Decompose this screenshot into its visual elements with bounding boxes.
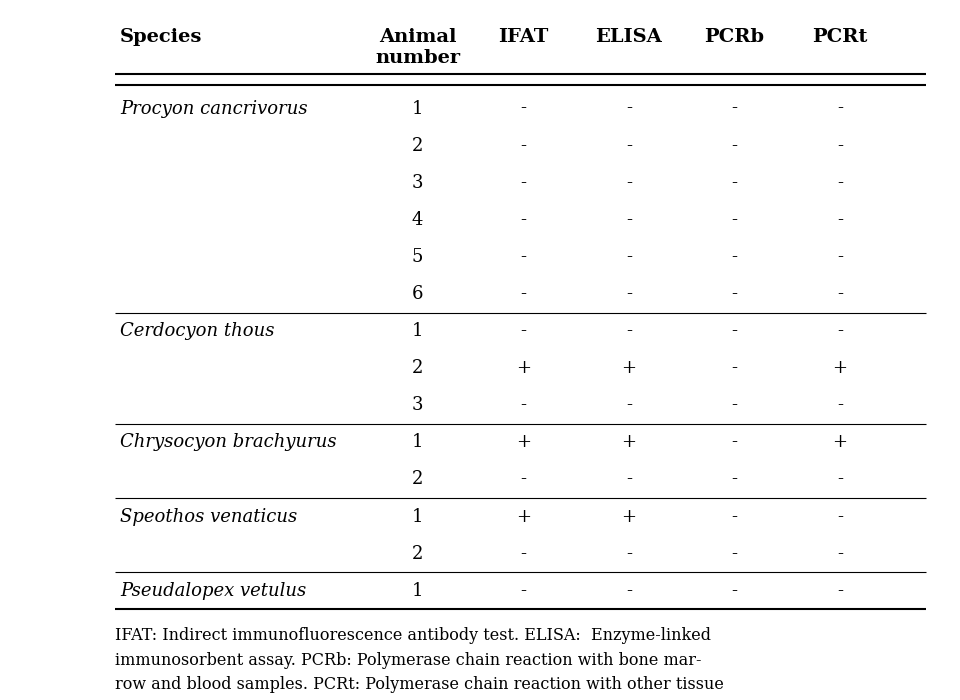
- Text: -: -: [732, 285, 737, 303]
- Text: 1: 1: [412, 433, 423, 452]
- Text: -: -: [732, 433, 737, 452]
- Text: +: +: [832, 359, 848, 377]
- Text: -: -: [626, 211, 632, 229]
- Text: -: -: [626, 396, 632, 414]
- Text: -: -: [837, 211, 843, 229]
- Text: 1: 1: [412, 582, 423, 600]
- Text: 3: 3: [412, 396, 423, 414]
- Text: -: -: [837, 396, 843, 414]
- Text: -: -: [732, 174, 737, 192]
- Text: PCRt: PCRt: [812, 28, 868, 46]
- Text: -: -: [626, 545, 632, 563]
- Text: -: -: [732, 248, 737, 266]
- Text: 2: 2: [412, 359, 423, 377]
- Text: -: -: [626, 470, 632, 489]
- Text: -: -: [732, 359, 737, 377]
- Text: -: -: [732, 136, 737, 155]
- Text: -: -: [837, 136, 843, 155]
- Text: -: -: [520, 211, 526, 229]
- Text: -: -: [520, 322, 526, 340]
- Text: +: +: [621, 359, 636, 377]
- Text: Cerdocyon thous: Cerdocyon thous: [120, 322, 275, 340]
- Text: -: -: [732, 211, 737, 229]
- Text: 2: 2: [412, 470, 423, 489]
- Text: +: +: [621, 508, 636, 526]
- Text: -: -: [520, 248, 526, 266]
- Text: Pseudalopex vetulus: Pseudalopex vetulus: [120, 582, 306, 600]
- Text: 1: 1: [412, 508, 423, 526]
- Text: 4: 4: [412, 211, 423, 229]
- Text: -: -: [837, 99, 843, 118]
- Text: +: +: [516, 359, 531, 377]
- Text: Procyon cancrivorus: Procyon cancrivorus: [120, 99, 307, 118]
- Text: -: -: [626, 285, 632, 303]
- Text: Chrysocyon brachyurus: Chrysocyon brachyurus: [120, 433, 337, 452]
- Text: +: +: [516, 508, 531, 526]
- Text: 2: 2: [412, 545, 423, 563]
- Text: -: -: [520, 396, 526, 414]
- Text: 1: 1: [412, 322, 423, 340]
- Text: Species: Species: [120, 28, 203, 46]
- Text: -: -: [837, 470, 843, 489]
- Text: -: -: [520, 174, 526, 192]
- Text: -: -: [520, 99, 526, 118]
- Text: -: -: [732, 470, 737, 489]
- Text: -: -: [626, 582, 632, 600]
- Text: -: -: [837, 508, 843, 526]
- Text: IFAT: Indirect immunofluorescence antibody test. ELISA:  Enzyme-linked
immunosor: IFAT: Indirect immunofluorescence antibo…: [115, 627, 724, 700]
- Text: 3: 3: [412, 174, 423, 192]
- Text: -: -: [732, 508, 737, 526]
- Text: -: -: [520, 545, 526, 563]
- Text: PCRb: PCRb: [705, 28, 764, 46]
- Text: number: number: [375, 49, 460, 67]
- Text: 2: 2: [412, 136, 423, 155]
- Text: -: -: [837, 248, 843, 266]
- Text: -: -: [626, 136, 632, 155]
- Text: -: -: [732, 322, 737, 340]
- Text: -: -: [732, 582, 737, 600]
- Text: -: -: [837, 285, 843, 303]
- Text: Speothos venaticus: Speothos venaticus: [120, 508, 298, 526]
- Text: -: -: [732, 545, 737, 563]
- Text: -: -: [626, 248, 632, 266]
- Text: -: -: [520, 582, 526, 600]
- Text: -: -: [837, 545, 843, 563]
- Text: -: -: [520, 136, 526, 155]
- Text: +: +: [621, 433, 636, 452]
- Text: 6: 6: [412, 285, 423, 303]
- Text: -: -: [732, 99, 737, 118]
- Text: +: +: [516, 433, 531, 452]
- Text: +: +: [832, 433, 848, 452]
- Text: 5: 5: [412, 248, 423, 266]
- Text: -: -: [626, 322, 632, 340]
- Text: -: -: [837, 322, 843, 340]
- Text: -: -: [520, 285, 526, 303]
- Text: -: -: [732, 396, 737, 414]
- Text: -: -: [626, 174, 632, 192]
- Text: 1: 1: [412, 99, 423, 118]
- Text: IFAT: IFAT: [498, 28, 548, 46]
- Text: ELISA: ELISA: [595, 28, 662, 46]
- Text: -: -: [520, 470, 526, 489]
- Text: -: -: [837, 582, 843, 600]
- Text: -: -: [837, 174, 843, 192]
- Text: Animal: Animal: [379, 28, 456, 46]
- Text: -: -: [626, 99, 632, 118]
